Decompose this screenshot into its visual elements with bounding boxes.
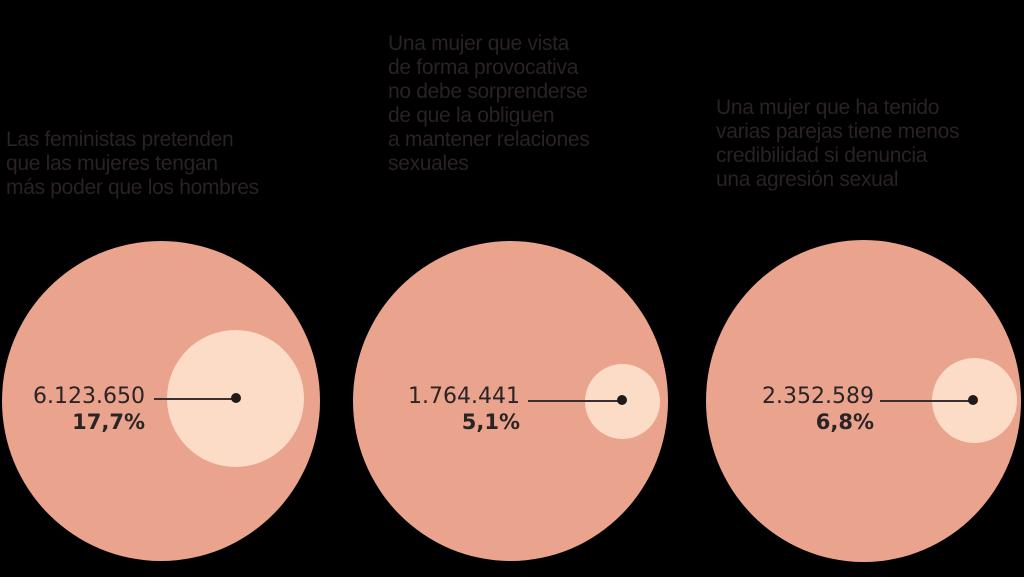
- count-value: 6.123.650: [33, 384, 145, 409]
- panel-vestimenta: Una mujer que vista de forma provocativa…: [350, 0, 704, 577]
- leader-line: [528, 400, 622, 402]
- count-value: 1.764.441: [408, 384, 520, 409]
- center-dot: [617, 395, 627, 405]
- center-dot: [231, 393, 241, 403]
- panel-feministas: Las feministas pretenden que las mujeres…: [0, 0, 350, 577]
- panel-parejas: Una mujer que ha tenido varias parejas t…: [704, 0, 1024, 577]
- center-dot: [968, 395, 978, 405]
- question-text: Una mujer que ha tenido varias parejas t…: [716, 96, 960, 191]
- question-text: Las feministas pretenden que las mujeres…: [6, 128, 259, 199]
- percent-value: 6,8%: [815, 410, 874, 434]
- value-label: 1.764.441 5,1%: [370, 384, 520, 434]
- count-value: 2.352.589: [762, 384, 874, 409]
- leader-line: [880, 400, 973, 402]
- percent-value: 5,1%: [461, 410, 520, 434]
- value-label: 6.123.650 17,7%: [0, 384, 145, 434]
- value-label: 2.352.589 6,8%: [722, 384, 874, 434]
- question-text: Una mujer que vista de forma provocativa…: [388, 32, 590, 175]
- percent-value: 17,7%: [72, 410, 145, 434]
- leader-line: [154, 398, 236, 400]
